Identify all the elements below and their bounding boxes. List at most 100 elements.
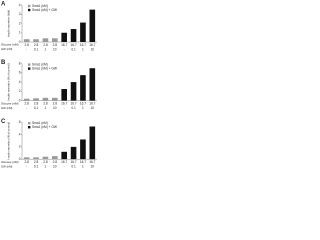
bar [70, 82, 77, 101]
x-tick-label-2: 0.1 [71, 165, 76, 169]
x-tick-label-2: - [64, 106, 65, 110]
y-tick-label: 2 [19, 89, 21, 93]
x-tick-label: 2.8 [43, 101, 48, 105]
x-tick-label: 2.8 [53, 101, 58, 105]
x-tick-label: 16.7 [61, 43, 67, 47]
y-tick-label: 0 [19, 98, 21, 102]
x-tick-label-2: 1 [45, 165, 47, 169]
panel-label: B [1, 60, 6, 66]
row-label: Glucose (mM) [1, 43, 19, 47]
bar [23, 98, 30, 101]
y-tick-label: 0 [19, 157, 21, 161]
row-label: Glucose (mM) [1, 160, 19, 164]
x-tick-label: 2.8 [24, 43, 29, 47]
x-tick-label-2: - [26, 165, 27, 169]
row-label: GW (nM) [1, 106, 12, 110]
legend-swatch [28, 8, 31, 12]
x-tick-label-2: 1 [45, 106, 47, 110]
bar [80, 22, 86, 42]
x-tick-label: 16.7 [70, 101, 76, 105]
y-axis-label: Insulin secretion (% of control) [7, 63, 11, 101]
x-tick-label-2: 1 [82, 47, 84, 51]
x-tick-label-2: 10 [91, 106, 95, 110]
bar [52, 38, 58, 42]
row-label: GW (nM) [1, 164, 12, 168]
x-tick-label: 2.8 [24, 101, 29, 105]
bar [42, 38, 49, 42]
x-tick-label-2: 0.1 [34, 165, 39, 169]
x-tick-label: 2.8 [24, 160, 29, 164]
bar [61, 32, 67, 42]
bar [89, 126, 96, 160]
x-tick-label-2: - [64, 165, 65, 169]
y-tick-label: 3 [19, 12, 21, 16]
y-tick-label: 4 [19, 3, 21, 7]
y-tick-label: 0 [19, 40, 21, 44]
bar [70, 29, 77, 42]
y-tick-label: 6 [19, 120, 21, 124]
x-tick-label-2: - [26, 47, 27, 51]
x-tick-label-2: 10 [91, 165, 95, 169]
x-tick-label-2: 0.1 [34, 106, 39, 110]
x-tick-label: 16.7 [61, 101, 67, 105]
x-tick-label-2: 0.1 [34, 47, 39, 51]
x-tick-label: 2.8 [43, 160, 48, 164]
y-tick-label: 4 [19, 80, 21, 84]
x-tick-label-2: 10 [91, 47, 95, 51]
x-tick-label-2: 1 [82, 165, 84, 169]
x-tick-label-2: 1 [82, 106, 84, 110]
bar [42, 156, 49, 160]
row-label: GW (nM) [1, 47, 12, 51]
x-tick-label-2: 0.1 [71, 47, 76, 51]
y-tick-label: 1 [19, 31, 21, 35]
legend-swatch [28, 63, 31, 66]
x-tick-label-2: 10 [53, 106, 57, 110]
y-tick-label: 2 [19, 21, 21, 25]
legend-label: Sma1 (nM) + GW [32, 66, 57, 70]
legend-label: Sma1 (nM) + GW [32, 8, 57, 12]
x-tick-label: 16.7 [80, 101, 86, 105]
bar [80, 139, 86, 160]
legend-swatch [28, 126, 31, 129]
y-axis-label: Insulin secretion (% of control) [7, 122, 11, 160]
legend-label: Sma1 (nM) [32, 4, 48, 8]
x-tick-label-2: - [26, 106, 27, 110]
y-axis-label: Insulin secretion (fold) [7, 10, 11, 37]
bar [80, 75, 86, 101]
x-tick-label-2: 1 [45, 47, 47, 51]
x-tick-label: 16.7 [70, 160, 76, 164]
bar [70, 146, 77, 160]
x-tick-label: 16.7 [61, 160, 67, 164]
bar [61, 89, 67, 101]
x-tick-label: 16.7 [70, 43, 76, 47]
legend-swatch [28, 4, 31, 8]
bar [61, 151, 67, 160]
x-tick-label: 16.7 [80, 43, 86, 47]
x-tick-label-2: 0.1 [71, 106, 76, 110]
panel-label: A [1, 2, 6, 8]
bar [33, 98, 39, 101]
x-tick-label: 16.7 [89, 43, 95, 47]
x-tick-label: 2.8 [43, 43, 48, 47]
legend-swatch [28, 67, 31, 70]
x-tick-label: 16.7 [89, 160, 95, 164]
x-tick-label-2: 10 [53, 47, 57, 51]
panel-label: C [1, 119, 6, 125]
legend-label: Sma1 (nM) + GW [32, 125, 57, 129]
bar [89, 9, 96, 42]
x-tick-label: 2.8 [53, 160, 58, 164]
x-tick-label-2: - [64, 47, 65, 51]
y-tick-label: 2 [19, 145, 21, 149]
x-tick-label: 2.8 [34, 160, 39, 164]
bar [33, 157, 39, 160]
bar [52, 97, 58, 101]
x-tick-label: 2.8 [53, 43, 58, 47]
legend-swatch [28, 122, 31, 125]
y-tick-label: 8 [19, 61, 21, 65]
bar [23, 157, 30, 160]
bar [33, 39, 39, 42]
bar [52, 156, 58, 160]
row-label: Glucose (mM) [1, 101, 19, 105]
y-tick-label: 4 [19, 132, 21, 136]
